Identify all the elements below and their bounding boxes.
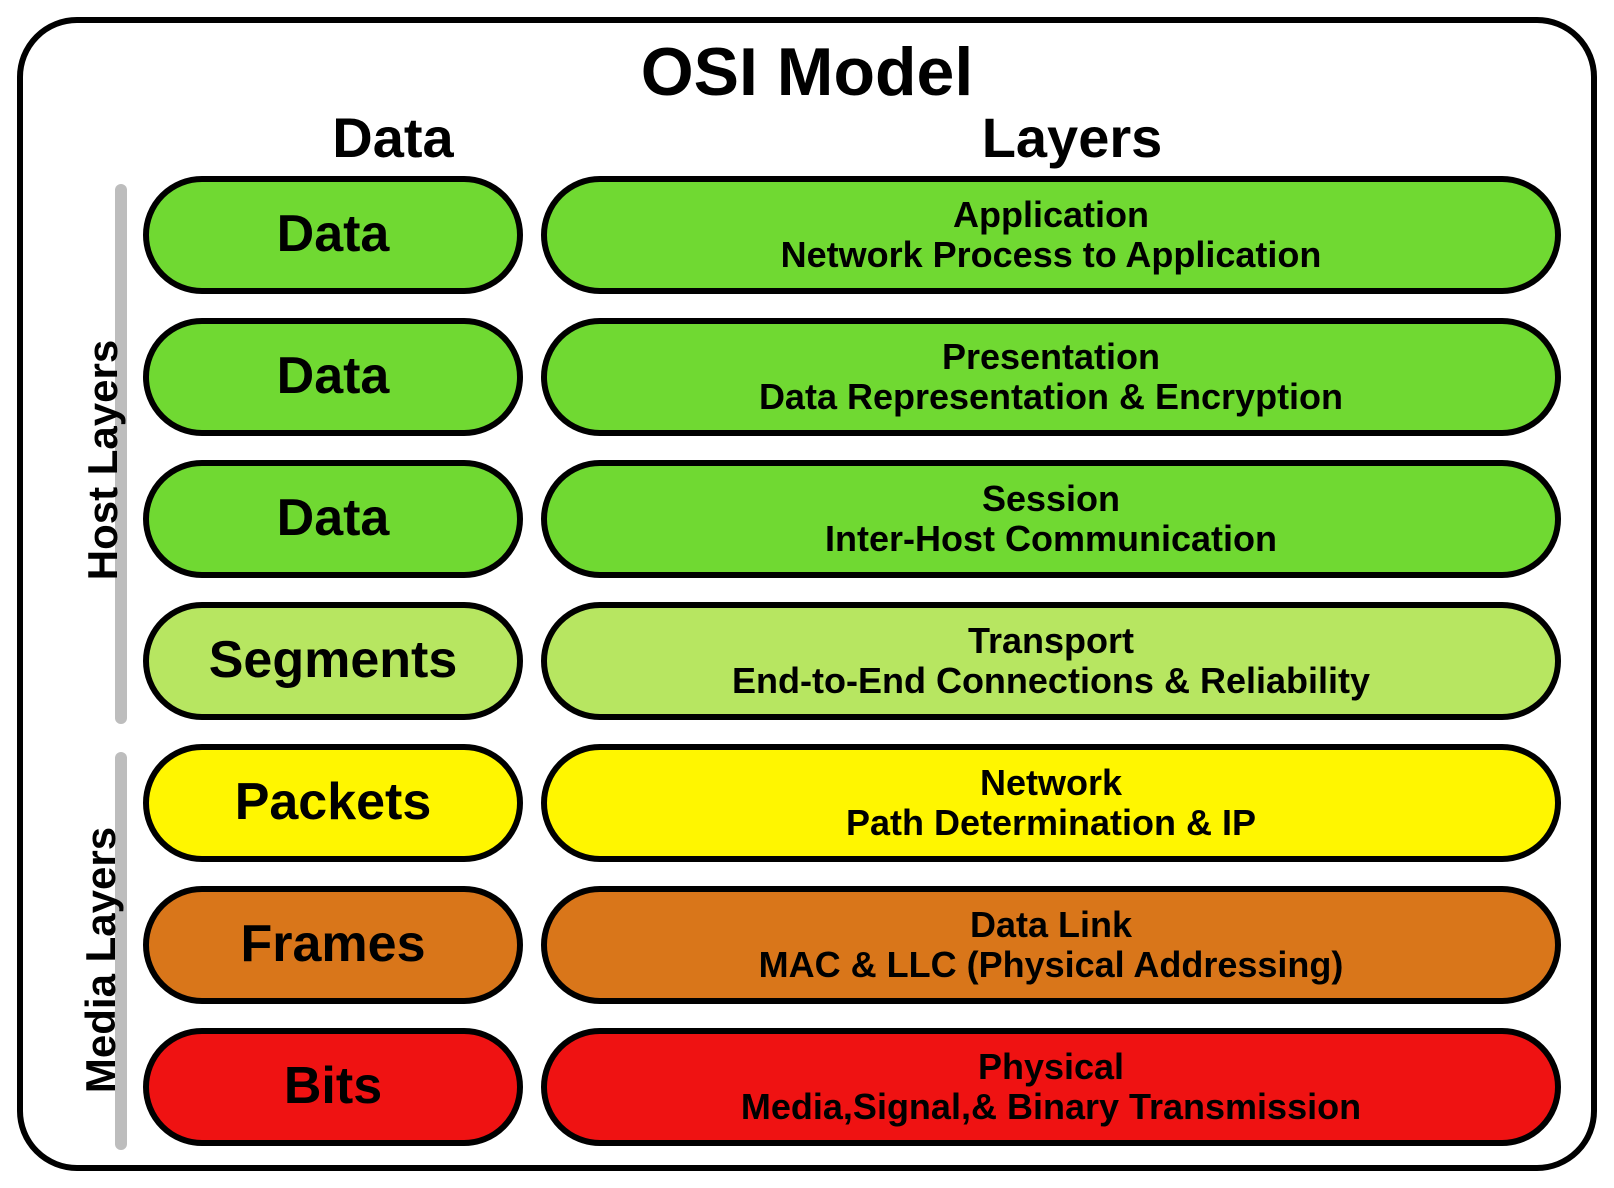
layer-pill-transport: Transport End-to-End Connections & Relia… (541, 602, 1561, 720)
host-layers-label: Host Layers (79, 340, 127, 580)
layer-row: Data Session Inter-Host Communication (143, 460, 1561, 578)
data-pill-network: Packets (143, 744, 523, 862)
layer-desc: End-to-End Connections & Reliability (732, 661, 1370, 701)
data-label: Segments (209, 632, 458, 689)
layer-row: Frames Data Link MAC & LLC (Physical Add… (143, 886, 1561, 1004)
header-layers: Layers (583, 105, 1561, 170)
layer-name: Data Link (970, 905, 1132, 945)
layer-name: Transport (968, 621, 1134, 661)
layer-row: Data Presentation Data Representation & … (143, 318, 1561, 436)
data-label: Data (277, 206, 390, 263)
diagram-title: OSI Model (53, 33, 1561, 111)
column-headers: Data Layers (203, 105, 1561, 170)
layer-desc: Media,Signal,& Binary Transmission (741, 1087, 1361, 1127)
layer-pill-datalink: Data Link MAC & LLC (Physical Addressing… (541, 886, 1561, 1004)
data-pill-transport: Segments (143, 602, 523, 720)
data-label: Packets (235, 774, 432, 831)
data-pill-application: Data (143, 176, 523, 294)
media-layers-label: Media Layers (77, 827, 125, 1093)
layer-pill-session: Session Inter-Host Communication (541, 460, 1561, 578)
data-label: Data (277, 490, 390, 547)
data-pill-physical: Bits (143, 1028, 523, 1146)
layer-desc: Path Determination & IP (846, 803, 1256, 843)
data-pill-session: Data (143, 460, 523, 578)
data-pill-presentation: Data (143, 318, 523, 436)
data-pill-datalink: Frames (143, 886, 523, 1004)
layer-name: Session (982, 479, 1120, 519)
header-data: Data (203, 105, 583, 170)
layer-row: Bits Physical Media,Signal,& Binary Tran… (143, 1028, 1561, 1146)
data-label: Bits (284, 1058, 382, 1115)
layer-desc: Inter-Host Communication (825, 519, 1277, 559)
layer-desc: Data Representation & Encryption (759, 377, 1343, 417)
layer-row: Segments Transport End-to-End Connection… (143, 602, 1561, 720)
osi-frame: OSI Model Data Layers Host Layers Media … (17, 17, 1597, 1171)
layer-desc: MAC & LLC (Physical Addressing) (759, 945, 1344, 985)
layer-pill-presentation: Presentation Data Representation & Encry… (541, 318, 1561, 436)
data-label: Frames (241, 916, 426, 973)
layer-row: Packets Network Path Determination & IP (143, 744, 1561, 862)
layer-name: Physical (978, 1047, 1124, 1087)
diagram-body: Host Layers Media Layers Data Applicatio… (53, 176, 1561, 1146)
layer-pill-application: Application Network Process to Applicati… (541, 176, 1561, 294)
layer-pill-physical: Physical Media,Signal,& Binary Transmiss… (541, 1028, 1561, 1146)
layer-pill-network: Network Path Determination & IP (541, 744, 1561, 862)
layer-name: Network (980, 763, 1122, 803)
layer-row: Data Application Network Process to Appl… (143, 176, 1561, 294)
layer-rows: Data Application Network Process to Appl… (143, 176, 1561, 1146)
layer-name: Application (953, 195, 1149, 235)
layer-desc: Network Process to Application (781, 235, 1322, 275)
layer-name: Presentation (942, 337, 1160, 377)
data-label: Data (277, 348, 390, 405)
side-labels: Host Layers Media Layers (53, 176, 143, 1146)
